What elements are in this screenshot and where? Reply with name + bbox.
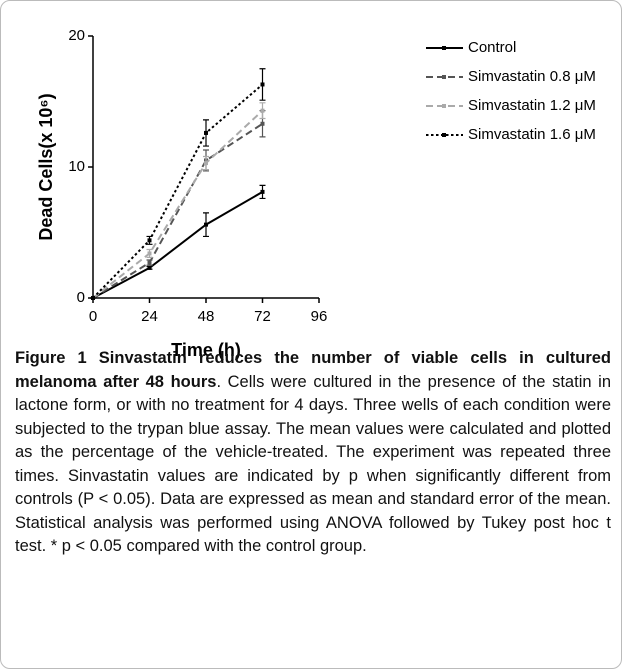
caption: Figure 1 Sinvastatin reduces the number … <box>15 347 611 559</box>
point <box>204 222 208 227</box>
point <box>260 189 265 194</box>
x-tick-label: 48 <box>198 308 215 325</box>
legend-label: Simvastatin 1.6 μM <box>468 126 596 143</box>
point <box>204 161 208 166</box>
y-tick-label: 10 <box>68 158 85 175</box>
x-tick-label: 0 <box>89 308 97 325</box>
point <box>147 260 152 265</box>
point <box>260 121 265 126</box>
legend-marker <box>442 75 446 79</box>
y-tick-label: 20 <box>68 27 85 44</box>
point <box>147 238 152 243</box>
x-axis-label: Time (h) <box>171 340 241 360</box>
legend-marker <box>442 133 446 137</box>
series-line <box>92 122 264 299</box>
series-line <box>92 83 264 299</box>
point <box>260 82 265 87</box>
series-line <box>92 191 264 299</box>
point <box>147 251 152 256</box>
point <box>204 130 208 135</box>
legend-marker <box>442 46 446 50</box>
x-tick-label: 24 <box>141 308 158 325</box>
series-line <box>92 109 264 299</box>
caption-text: . Cells were cultured in the presence of… <box>15 372 611 556</box>
legend-label: Control <box>468 39 516 56</box>
point <box>260 108 265 113</box>
legend-label: Simvastatin 1.2 μM <box>468 97 596 114</box>
x-tick-label: 96 <box>311 308 328 325</box>
x-tick-label: 72 <box>254 308 271 325</box>
y-tick-label: 0 <box>77 289 85 306</box>
point <box>147 265 152 270</box>
caption-title: Figure 1 Sinvastatin reduces the number … <box>15 349 611 391</box>
point <box>91 296 95 300</box>
legend-marker <box>442 104 446 108</box>
y-axis-label: Dead Cells(x 10⁶) <box>36 93 56 240</box>
legend-label: Simvastatin 0.8 μM <box>468 68 596 85</box>
